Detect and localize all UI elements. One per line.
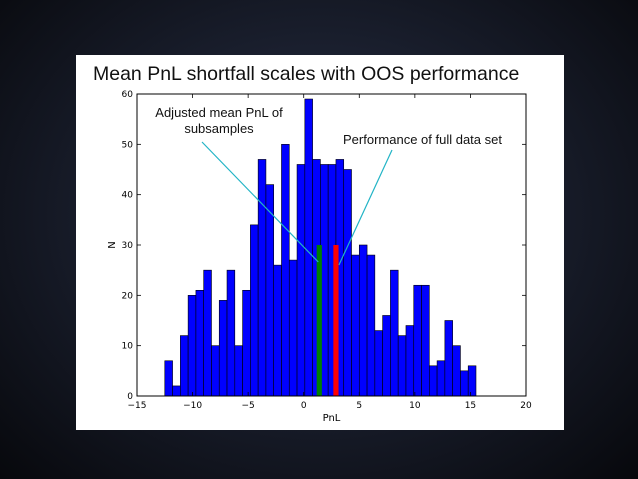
y-tick-label: 50 [122, 140, 134, 150]
histogram-bar [172, 385, 181, 397]
histogram-bar [242, 289, 251, 397]
histogram-bar [436, 360, 446, 397]
histogram-bar [467, 365, 477, 397]
full-data-annotation: Performance of full data set [343, 132, 502, 147]
histogram-bar [164, 360, 173, 397]
y-tick-label: 40 [122, 191, 134, 201]
histogram-bar [226, 269, 236, 397]
y-axis-label: N [107, 241, 118, 248]
histogram-bar [429, 365, 438, 397]
ticks-group: −15 −10 −5 0 5 10 15 20 0 10 20 30 40 50 60 [122, 90, 532, 411]
histogram-bar [187, 295, 197, 397]
histogram-bar [382, 315, 391, 397]
histogram-bar [211, 345, 220, 397]
histogram-bar [390, 269, 399, 397]
histogram-bar [351, 254, 360, 397]
histogram-bar [257, 159, 267, 397]
full-callout-line [338, 149, 393, 266]
x-tick-label: −10 [183, 401, 202, 411]
adjusted-annotation-line2: subsamples [184, 121, 254, 136]
slide-title: Mean PnL shortfall scales with OOS perfo… [93, 63, 520, 85]
x-tick-label: −15 [128, 401, 147, 411]
x-tick-label: 20 [520, 401, 532, 411]
callouts-group [201, 141, 393, 266]
y-tick-label: 30 [122, 241, 134, 251]
histogram-bar [281, 144, 290, 397]
histogram-bar [366, 254, 376, 397]
histogram-bar [203, 269, 212, 397]
y-tick-label: 0 [127, 392, 133, 402]
histogram-bar [195, 289, 204, 397]
histogram-bar [296, 164, 306, 397]
markers-group [316, 245, 339, 396]
y-tick-label: 10 [122, 342, 134, 352]
adjusted-mean-annotation: Adjusted mean PnL of subsamples [148, 105, 290, 137]
x-tick-label: 0 [301, 401, 307, 411]
histogram-bar [374, 330, 383, 397]
x-axis-label: PnL [323, 413, 341, 424]
histogram-bar [273, 264, 282, 397]
histogram-bar [397, 335, 407, 397]
histogram-bar [250, 224, 259, 397]
full-data-marker [333, 245, 339, 396]
adjusted-annotation-line1: Adjusted mean PnL of [155, 105, 283, 120]
histogram-bar [421, 284, 430, 397]
histogram-bar [234, 345, 243, 397]
x-tick-label: 15 [465, 401, 476, 411]
x-tick-label: −5 [242, 401, 255, 411]
histogram-bar [304, 98, 313, 397]
histogram-bar [460, 370, 469, 397]
histogram-bar [288, 259, 298, 397]
histogram-bar [413, 284, 422, 397]
x-tick-label: 10 [409, 401, 421, 411]
y-tick-label: 60 [122, 90, 134, 100]
histogram-bar [180, 335, 189, 397]
histogram-bar [444, 320, 453, 397]
histogram-bar [358, 244, 368, 397]
histogram-bar [218, 300, 228, 397]
histogram-bar [452, 345, 461, 397]
histogram-bar [343, 169, 352, 397]
adjusted-mean-marker [316, 245, 322, 396]
histogram-bar [405, 325, 415, 397]
adjusted-callout-line [201, 141, 319, 263]
y-tick-label: 20 [122, 291, 134, 301]
histogram-bar [265, 184, 275, 397]
x-tick-label: 5 [356, 401, 362, 411]
